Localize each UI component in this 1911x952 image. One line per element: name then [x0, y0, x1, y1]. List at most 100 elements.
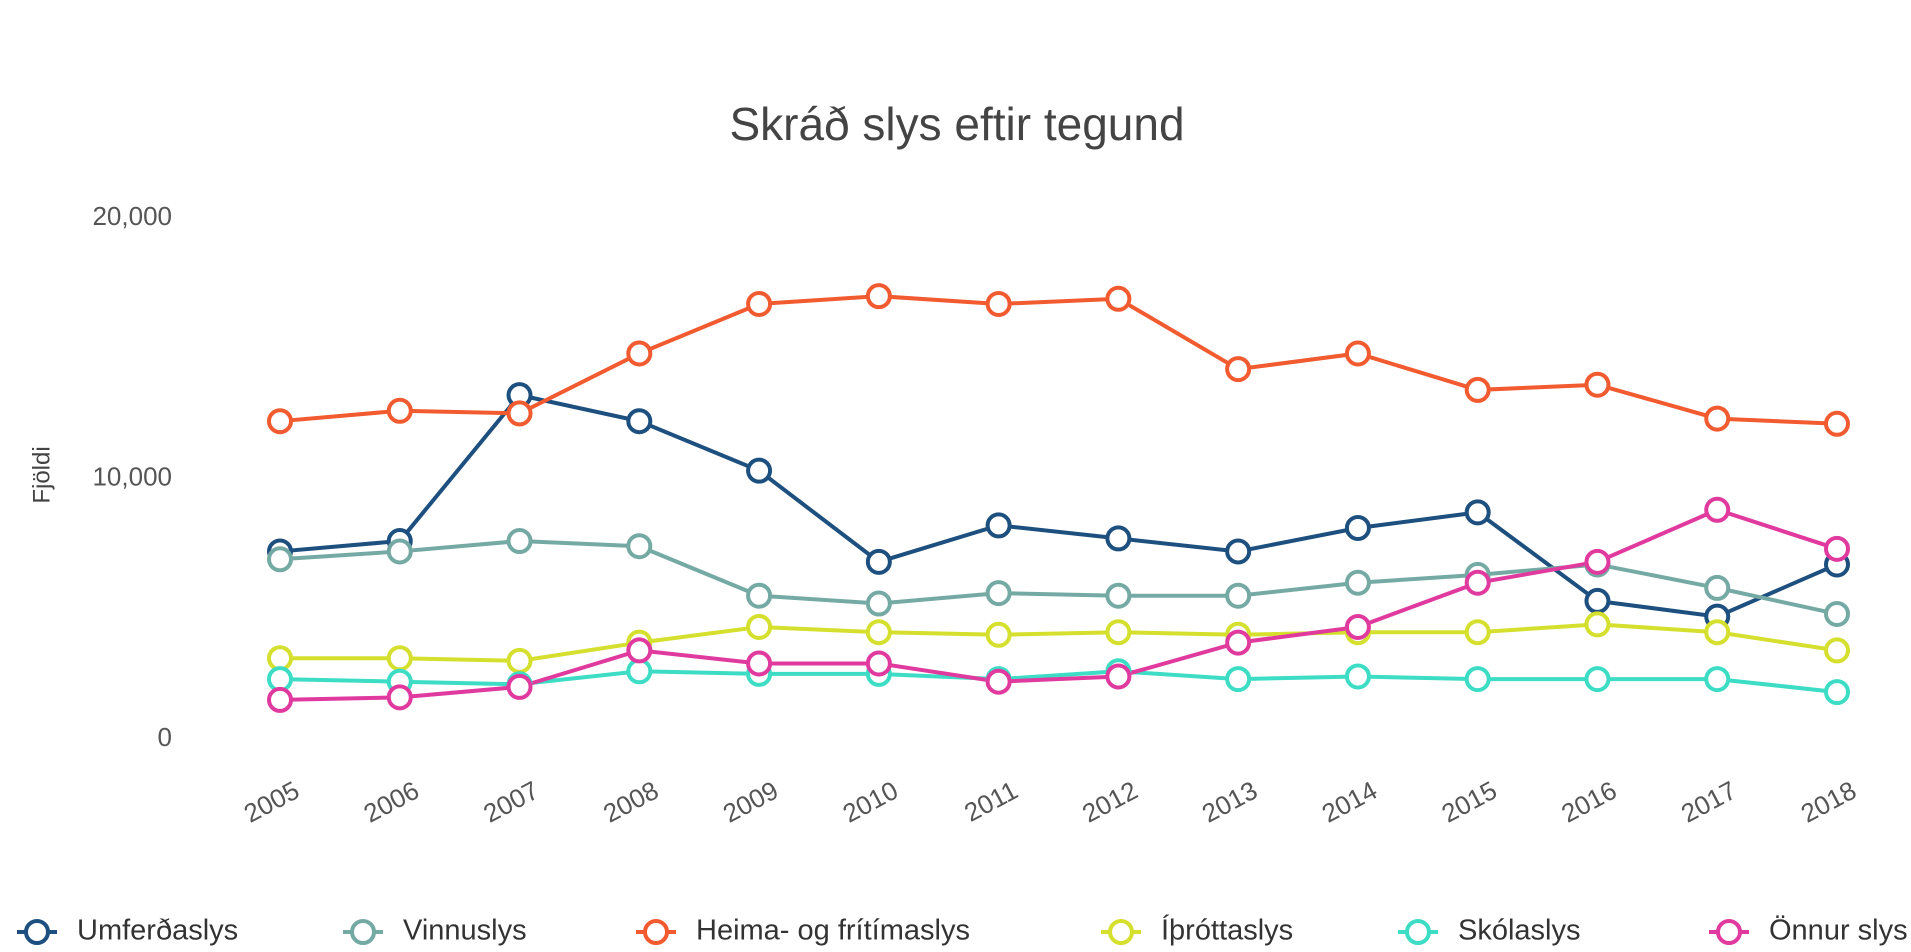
legend-item: Íþróttaslys — [1101, 914, 1293, 947]
data-point — [985, 580, 1012, 607]
y-tick-label: 10,000 — [92, 461, 172, 491]
data-point — [1105, 619, 1132, 646]
data-point — [1105, 285, 1132, 312]
data-point — [1704, 496, 1731, 523]
series-line — [279, 507, 1838, 702]
data-point — [386, 645, 413, 672]
data-point — [1824, 600, 1850, 627]
data-point — [1225, 538, 1252, 565]
x-tick-label: 2017 — [1676, 775, 1741, 829]
data-point — [626, 658, 653, 685]
data-point — [1225, 356, 1252, 383]
data-point — [1464, 619, 1491, 646]
data-point — [1105, 663, 1132, 690]
x-tick-label: 2009 — [718, 775, 783, 829]
legend-marker — [643, 919, 669, 945]
data-point — [985, 512, 1012, 539]
legend-item: Vinnuslys — [343, 915, 527, 947]
data-point — [1464, 666, 1491, 693]
data-point — [386, 538, 413, 565]
data-point — [746, 650, 773, 677]
legend-item: Umferðaslys — [17, 915, 238, 947]
data-point — [386, 397, 413, 424]
data-point — [386, 684, 413, 711]
data-point — [267, 666, 293, 693]
legend-label: Önnur slys — [1769, 915, 1908, 947]
legend-item: Skólaslys — [1398, 915, 1581, 947]
data-point — [1584, 548, 1611, 575]
legend-item: Önnur slys — [1709, 915, 1908, 947]
x-tick-label: 2007 — [478, 775, 543, 829]
data-point — [1584, 666, 1611, 693]
data-point — [626, 637, 653, 664]
data-point — [985, 290, 1012, 317]
legend-label: Skólaslys — [1458, 915, 1581, 947]
data-point — [865, 650, 892, 677]
x-tick-label: 2005 — [239, 775, 304, 829]
data-point — [1344, 340, 1371, 367]
data-point — [1584, 371, 1611, 398]
data-point — [746, 613, 773, 640]
x-tick-label: 2016 — [1556, 775, 1621, 829]
data-point — [865, 590, 892, 617]
data-point — [267, 408, 293, 435]
data-point — [1824, 535, 1850, 562]
data-point — [865, 283, 892, 310]
legend-label: Umferðaslys — [77, 915, 238, 947]
data-point — [1704, 574, 1731, 601]
legend-marker — [1108, 919, 1134, 945]
data-point — [267, 546, 293, 573]
data-point — [1225, 666, 1252, 693]
legend-label: Vinnuslys — [403, 915, 527, 947]
data-point — [1225, 582, 1252, 609]
legend-label: Íþróttaslys — [1161, 914, 1293, 947]
x-tick-label: 2012 — [1077, 775, 1142, 829]
data-point — [865, 619, 892, 646]
data-point — [1584, 611, 1611, 638]
data-point — [1105, 582, 1132, 609]
legend-marker — [1716, 919, 1742, 945]
data-point — [1344, 613, 1371, 640]
data-point — [1344, 663, 1371, 690]
x-tick-label: 2006 — [359, 775, 424, 829]
data-point — [1464, 376, 1491, 403]
data-point — [506, 400, 533, 427]
x-tick-label: 2010 — [838, 775, 903, 829]
data-point — [1464, 569, 1491, 596]
y-tick-label: 20,000 — [92, 201, 172, 231]
data-point — [746, 290, 773, 317]
data-point — [1704, 405, 1731, 432]
data-point — [506, 528, 533, 555]
data-point — [1344, 569, 1371, 596]
data-point — [1704, 619, 1731, 646]
x-tick-label: 2014 — [1317, 775, 1382, 829]
data-point — [626, 533, 653, 560]
legend-label: Heima- og frítímaslys — [696, 915, 970, 947]
data-point — [1344, 514, 1371, 541]
data-point — [506, 673, 533, 700]
data-point — [746, 582, 773, 609]
legend-marker — [350, 919, 376, 945]
series-line — [279, 392, 1838, 619]
data-point — [1824, 410, 1850, 437]
data-point — [1105, 525, 1132, 552]
data-point — [1824, 679, 1850, 706]
data-point — [626, 340, 653, 367]
legend-marker — [24, 919, 50, 945]
x-tick-label: 2011 — [959, 775, 1022, 828]
series-line — [279, 294, 1838, 426]
data-point — [626, 408, 653, 435]
y-axis-label: Fjöldi — [28, 446, 55, 503]
data-point — [1464, 499, 1491, 526]
x-tick-label: 2013 — [1197, 775, 1262, 829]
legend-item: Heima- og frítímaslys — [636, 915, 970, 947]
x-tick-label: 2015 — [1437, 775, 1502, 829]
x-tick-label: 2018 — [1796, 775, 1861, 829]
chart-title: Skráð slys eftir tegund — [729, 98, 1184, 150]
series-line — [280, 622, 1838, 663]
data-point — [1824, 637, 1850, 664]
data-point — [1584, 587, 1611, 614]
x-tick-label: 2008 — [598, 775, 663, 829]
data-point — [267, 645, 293, 672]
